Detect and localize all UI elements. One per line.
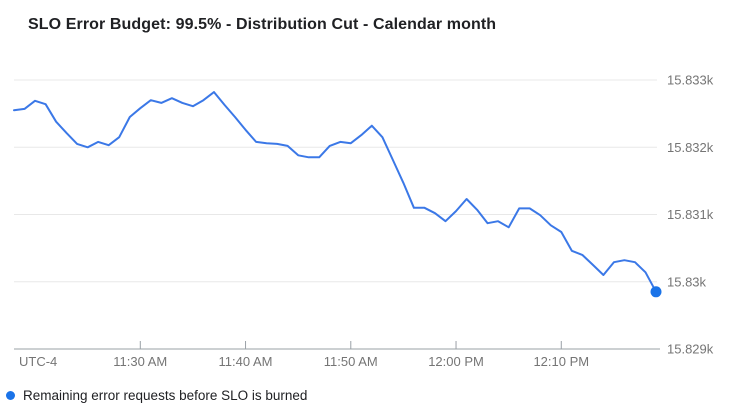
x-axis-tick-label: 11:40 AM	[219, 354, 273, 369]
chart-title: SLO Error Budget: 99.5% - Distribution C…	[28, 16, 497, 33]
y-axis-tick-label: 15.832k	[667, 140, 714, 155]
series-line	[13, 91, 657, 293]
series-endpoint-dot	[650, 286, 662, 298]
x-axis-tick-label: 11:30 AM	[113, 354, 167, 369]
y-axis-tick-label: 15.83k	[667, 274, 707, 289]
x-axis-tick-label: 11:50 AM	[324, 354, 378, 369]
legend-series-label: Remaining error requests before SLO is b…	[23, 387, 308, 403]
y-axis-tick-label: 15.829k	[667, 342, 714, 357]
legend-series-marker-icon	[6, 390, 15, 400]
timezone-label: UTC-4	[19, 354, 57, 369]
y-axis-tick-label: 15.831k	[667, 207, 714, 222]
x-axis-tick-label: 12:10 PM	[533, 354, 589, 369]
y-axis-tick-label: 15.833k	[667, 73, 714, 88]
legend-item[interactable]: Remaining error requests before SLO is b…	[6, 386, 307, 404]
chart-plot-area[interactable]: 15.833k 15.832k 15.831k 15.83k 15.829k 11:30 …	[0, 0, 732, 380]
x-axis-tick-label: 12:00 PM	[428, 354, 484, 369]
